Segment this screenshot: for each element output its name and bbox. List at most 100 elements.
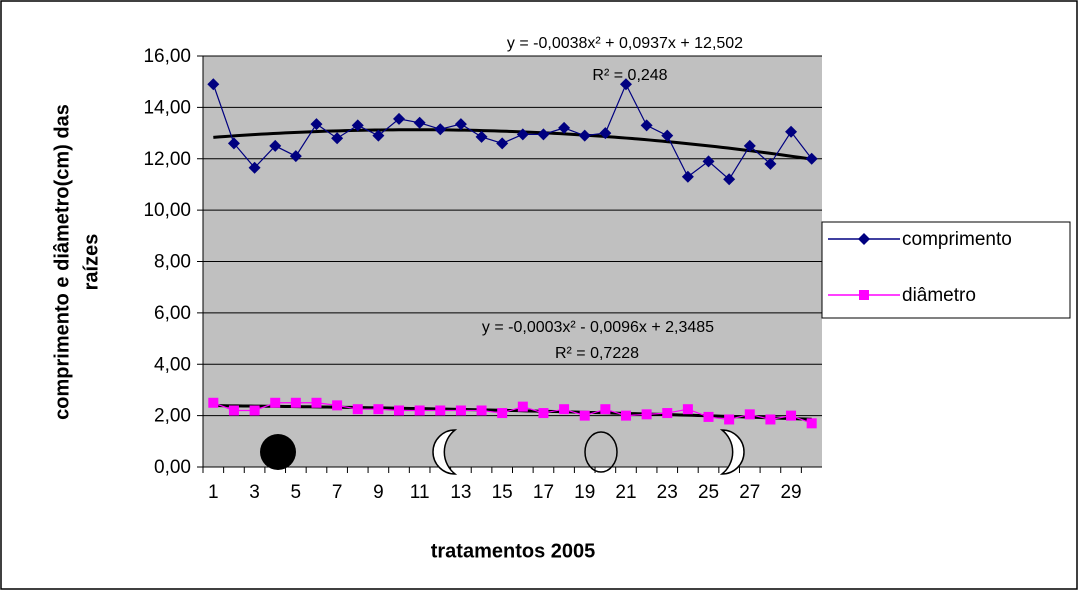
marker	[619, 78, 632, 91]
marker	[248, 161, 261, 174]
x-tick-label: 9	[373, 482, 384, 503]
marker	[681, 170, 694, 183]
marker	[475, 130, 488, 143]
marker	[559, 404, 570, 415]
marks	[207, 78, 818, 429]
marker	[743, 139, 756, 152]
x-tick-label: 19	[574, 482, 595, 503]
marker	[765, 414, 776, 425]
grid: 0,00 2,00 4,00 6,00 8,00 10,00 12,00 14,00 16,00…	[143, 46, 822, 503]
marker	[682, 404, 693, 415]
marker	[724, 414, 735, 425]
moon-crescent	[719, 429, 745, 475]
y-tick-label: 8,00	[154, 252, 191, 273]
marker	[290, 397, 301, 408]
y-tick-label: 4,00	[154, 354, 191, 375]
marker	[311, 397, 322, 408]
marker	[599, 127, 612, 140]
marker	[414, 405, 425, 416]
trend-line	[213, 128, 812, 161]
marker	[289, 150, 302, 163]
x-tick-label: 27	[739, 482, 760, 503]
marker	[332, 400, 343, 411]
y-tick-label: 0,00	[154, 457, 191, 478]
marker	[207, 78, 220, 91]
marker	[331, 132, 344, 145]
marker	[600, 404, 611, 415]
x-tick-label: 17	[533, 482, 554, 503]
marker	[249, 405, 260, 416]
marker	[413, 116, 426, 129]
x-tick-label: 29	[780, 482, 801, 503]
marker	[764, 157, 777, 170]
x-tick-label: 15	[492, 482, 513, 503]
y-tick-label: 12,00	[143, 149, 191, 170]
moon-crescent	[432, 429, 458, 475]
marker	[702, 155, 715, 168]
marker	[228, 405, 239, 416]
marker	[269, 139, 282, 152]
marker	[227, 137, 240, 150]
legend-marker	[858, 233, 870, 245]
y-tick-label: 6,00	[154, 303, 191, 324]
marker	[785, 125, 798, 138]
marker	[558, 121, 571, 134]
y-tick-label: 2,00	[154, 406, 191, 427]
y-axis-title: comprimento e diâmetro(cm) das	[51, 104, 73, 420]
y-tick-label: 10,00	[143, 200, 191, 221]
marker	[661, 129, 674, 142]
marker	[352, 404, 363, 415]
marker	[373, 404, 384, 415]
legend-items: comprimento diâmetro	[828, 229, 1012, 306]
x-tick-label: 11	[410, 482, 430, 503]
marker	[703, 411, 714, 422]
marker	[578, 129, 591, 142]
marker	[786, 410, 797, 421]
x-tick-label: 3	[249, 482, 260, 503]
x-axis-title: tratamentos 2005	[431, 540, 596, 562]
x-tick-label: 23	[657, 482, 678, 503]
marker	[640, 119, 653, 132]
marker	[393, 112, 406, 125]
marker	[538, 408, 549, 419]
marker	[517, 401, 528, 412]
marker	[641, 409, 652, 420]
series-line	[212, 82, 813, 181]
annotation: y = -0,0038x² + 0,0937x + 12,502	[507, 35, 743, 52]
marker	[455, 405, 466, 416]
x-tick-label: 1	[208, 482, 219, 503]
marker	[516, 128, 529, 141]
marker	[496, 137, 509, 150]
marker	[351, 119, 364, 132]
marker	[579, 410, 590, 421]
marker	[806, 418, 817, 429]
marker	[537, 128, 550, 141]
y-tick-label: 14,00	[143, 97, 191, 118]
marker	[434, 123, 447, 136]
marker	[723, 173, 736, 186]
x-tick-label: 21	[615, 482, 636, 503]
moon-full	[584, 431, 618, 473]
x-tick-label: 7	[332, 482, 343, 503]
marker	[310, 118, 323, 131]
marker	[208, 397, 219, 408]
marker	[805, 152, 818, 165]
y-tick-label: 16,00	[143, 46, 191, 67]
marker	[454, 118, 467, 131]
marker	[744, 409, 755, 420]
marker	[497, 408, 508, 419]
x-tick-label: 5	[291, 482, 302, 503]
x-tick-label: 13	[450, 482, 471, 503]
marker	[476, 405, 487, 416]
marker	[435, 405, 446, 416]
marker	[662, 408, 673, 419]
annotation: R² = 0,248	[592, 67, 667, 84]
marker	[394, 405, 405, 416]
annotation: y = -0,0003x² - 0,0096x + 2,3485	[482, 319, 714, 336]
moon-new	[260, 434, 296, 470]
legend-marker	[859, 290, 869, 300]
legend-label: comprimento	[902, 229, 1012, 250]
annotation: R² = 0,7228	[555, 345, 639, 362]
x-tick-label: 25	[698, 482, 719, 503]
marker	[270, 397, 281, 408]
